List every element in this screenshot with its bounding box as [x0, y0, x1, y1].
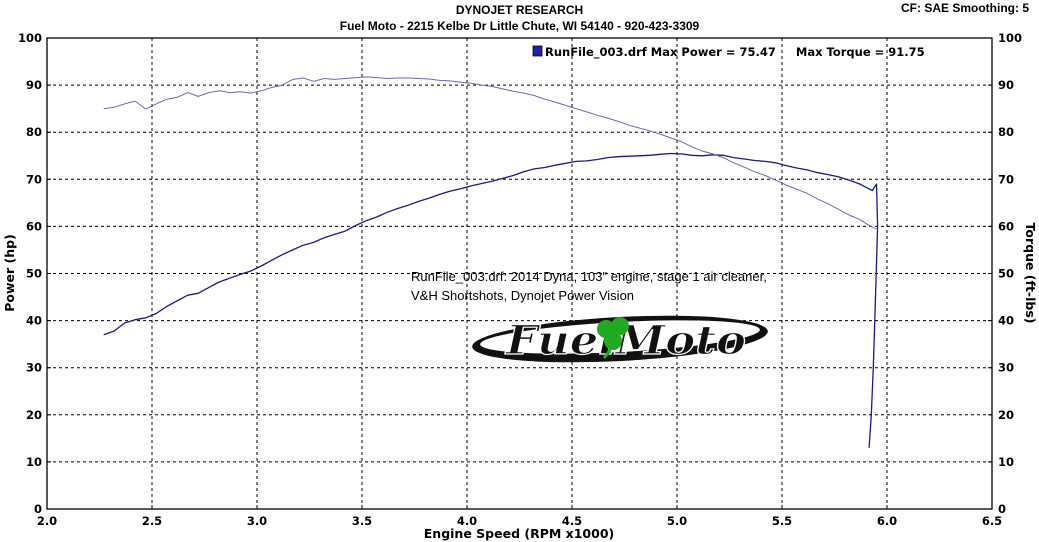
legend: RunFile_003.drf Max Power = 75.47 Max To…: [532, 45, 925, 60]
y-tick-label-right: 60: [998, 219, 1014, 233]
y-tick-label-right: 10: [998, 455, 1014, 469]
annotation-line-1: RunFile_003.drf: 2014 Dyna, 103" engine,…: [411, 269, 767, 284]
y-axis-label-right: Torque (ft-lbs): [1023, 223, 1038, 324]
x-tick-label: 6.5: [982, 514, 1002, 528]
clover-icon: [597, 317, 629, 360]
legend-text: RunFile_003.drf Max Power = 75.47 Max To…: [545, 45, 925, 60]
grid-lines: [47, 38, 992, 509]
y-tick-label-left: 60: [26, 219, 42, 233]
x-tick-label: 4.5: [562, 514, 582, 528]
y-tick-label-left: 70: [26, 172, 42, 186]
fuel-moto-logo: FuelMoto: [472, 315, 768, 365]
x-tick-label: 6.0: [877, 514, 897, 528]
y-tick-label-left: 40: [26, 314, 42, 328]
y-tick-label-right: 100: [998, 31, 1022, 45]
y-tick-label-right: 50: [998, 267, 1014, 281]
x-tick-label: 5.0: [667, 514, 687, 528]
shop-info-line: Fuel Moto - 2215 Kelbe Dr Little Chute, …: [339, 19, 700, 33]
y-tick-label-right: 0: [998, 502, 1006, 516]
x-tick-label: 4.0: [457, 514, 477, 528]
company-title: DYNOJET RESEARCH: [455, 3, 584, 17]
right-axis-ticks: 0 10 20 30 40 50 60 70 80 90 100: [988, 31, 1022, 516]
x-tick-label: 3.5: [352, 514, 372, 528]
torque-curve: [103, 76, 877, 230]
y-tick-label-left: 0: [34, 502, 42, 516]
y-tick-label-left: 30: [26, 361, 42, 375]
y-tick-label-right: 20: [998, 408, 1014, 422]
y-tick-label-right: 70: [998, 172, 1014, 186]
y-tick-label-left: 100: [18, 31, 42, 45]
x-axis-label: Engine Speed (RPM x1000): [424, 526, 614, 541]
series-layer: [103, 76, 879, 448]
left-axis-ticks: 0 10 20 30 40 50 60 70 80 90 100: [18, 31, 51, 516]
y-tick-label-left: 50: [26, 267, 42, 281]
y-tick-label-left: 10: [26, 455, 42, 469]
x-tick-label: 2.5: [142, 514, 162, 528]
y-tick-label-left: 90: [26, 78, 42, 92]
x-tick-label: 3.0: [247, 514, 267, 528]
y-tick-label-left: 20: [26, 408, 42, 422]
x-axis-ticks: 2.0 2.5 3.0 3.5 4.0 4.5 5.0 5.5 6.0 6.5: [37, 505, 1002, 528]
y-tick-label-right: 90: [998, 78, 1014, 92]
power-curve: [103, 152, 879, 448]
x-tick-label: 5.5: [772, 514, 792, 528]
x-tick-label: 2.0: [37, 514, 57, 528]
annotation-line-2: V&H Shortshots, Dynojet Power Vision: [411, 288, 634, 303]
y-axis-label-left: Power (hp): [2, 234, 17, 312]
y-tick-label-left: 80: [26, 125, 42, 139]
y-tick-label-right: 30: [998, 361, 1014, 375]
y-tick-label-right: 80: [998, 125, 1014, 139]
correction-factor-label: CF: SAE Smoothing: 5: [901, 1, 1029, 15]
legend-swatch: [532, 45, 543, 57]
y-tick-label-right: 40: [998, 314, 1014, 328]
